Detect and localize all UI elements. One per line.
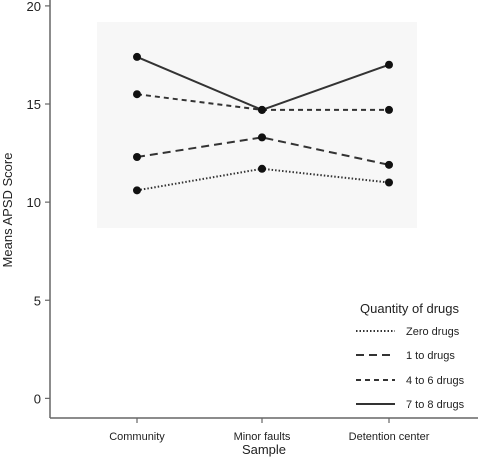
data-point xyxy=(133,52,141,61)
x-axis-title: Sample xyxy=(242,442,286,457)
y-axis-title: Means APSD Score xyxy=(0,153,15,268)
series-line xyxy=(136,93,389,111)
x-tick-label: Minor faults xyxy=(234,431,291,443)
data-point xyxy=(133,90,141,99)
y-axis: 0 5 10 15 20 xyxy=(27,0,51,418)
series-layer xyxy=(133,52,393,195)
data-point xyxy=(133,186,141,195)
series-line xyxy=(136,136,390,166)
legend-label: 7 to 8 drugs xyxy=(406,399,465,411)
plot-highlight-panel xyxy=(97,22,417,228)
series-2 xyxy=(133,133,393,169)
legend-label: Zero drugs xyxy=(406,326,460,338)
legend-label: 1 to drugs xyxy=(406,350,455,362)
data-point xyxy=(133,152,141,161)
y-tick-label: 5 xyxy=(34,293,41,308)
x-tick-label: Detention center xyxy=(349,431,430,443)
data-point xyxy=(258,105,266,114)
data-point xyxy=(385,105,393,114)
data-point xyxy=(385,178,393,187)
legend-title: Quantity of drugs xyxy=(360,301,459,316)
y-tick-label: 0 xyxy=(34,391,41,406)
y-tick-label: 10 xyxy=(27,195,41,210)
series-1 xyxy=(133,164,393,195)
data-point xyxy=(258,164,266,173)
y-tick-label: 15 xyxy=(27,97,41,112)
y-tick-label: 20 xyxy=(27,0,41,14)
legend: Quantity of drugs Zero drugs 1 to drugs 4 … xyxy=(356,301,465,411)
x-axis: Community Minor faults Detention center xyxy=(50,417,478,443)
data-point xyxy=(385,160,393,169)
data-point xyxy=(385,60,393,69)
x-tick-label: Community xyxy=(109,431,165,443)
legend-label: 4 to 6 drugs xyxy=(406,375,465,387)
data-point xyxy=(258,133,266,142)
series-4 xyxy=(133,52,393,114)
